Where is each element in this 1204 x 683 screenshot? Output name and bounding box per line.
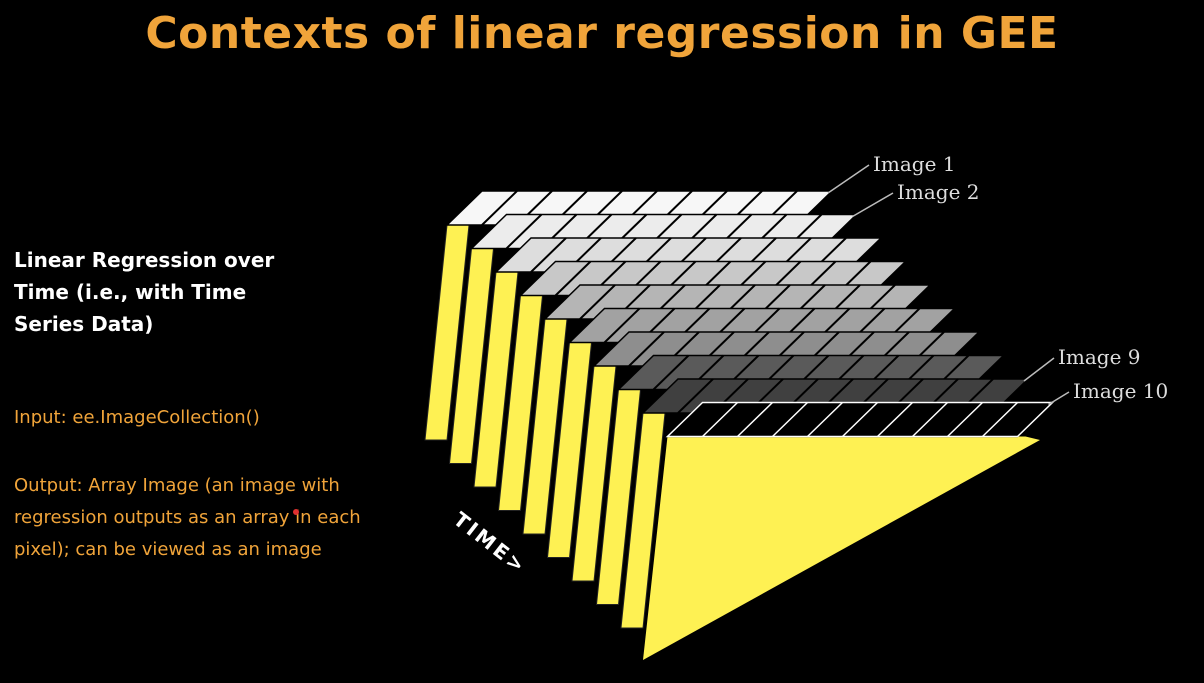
cursor-dot — [293, 509, 299, 515]
grid-line — [579, 284, 616, 320]
grid-line — [806, 401, 844, 438]
image-label: Image 1 — [873, 152, 956, 176]
grid-line — [481, 190, 518, 226]
label-leader-line — [1023, 357, 1055, 382]
image-layers — [424, 190, 1055, 660]
grid-line — [736, 401, 774, 438]
image-layer — [643, 401, 1055, 660]
grid-line — [628, 331, 665, 367]
grid-line — [677, 378, 714, 414]
layer-top-outline — [665, 401, 1055, 438]
regression-heading: Linear Regression over Time (i.e., with … — [14, 248, 275, 336]
label-leader-line — [827, 164, 870, 194]
grid-line — [771, 401, 809, 438]
label-leader-line — [852, 192, 894, 218]
grid-line — [911, 401, 949, 438]
image-label: Image 10 — [1073, 379, 1168, 403]
grid-line — [652, 354, 690, 391]
grid-line — [554, 260, 592, 297]
input-description: Input: ee.ImageCollection() — [14, 407, 260, 428]
grid-line — [841, 401, 879, 438]
output-description: Output: Array Image (an image with regre… — [14, 475, 361, 560]
image-labels: Image 1 Image 2 Image 9 Image 10 — [827, 152, 1168, 406]
grid-line — [701, 401, 739, 438]
grid-line — [981, 401, 1019, 438]
time-axis-label: TIME> — [449, 507, 532, 579]
grid-line — [530, 237, 567, 273]
layer-face — [643, 436, 1040, 660]
slide-title: Contexts of linear regression in GEE — [145, 8, 1059, 59]
image-label: Image 2 — [897, 180, 980, 204]
grid-line — [603, 307, 641, 344]
grid-line — [505, 213, 543, 250]
image-label: Image 9 — [1058, 345, 1141, 369]
grid-line — [876, 401, 914, 438]
label-leader-line — [1048, 391, 1070, 406]
grid-line — [946, 401, 984, 438]
